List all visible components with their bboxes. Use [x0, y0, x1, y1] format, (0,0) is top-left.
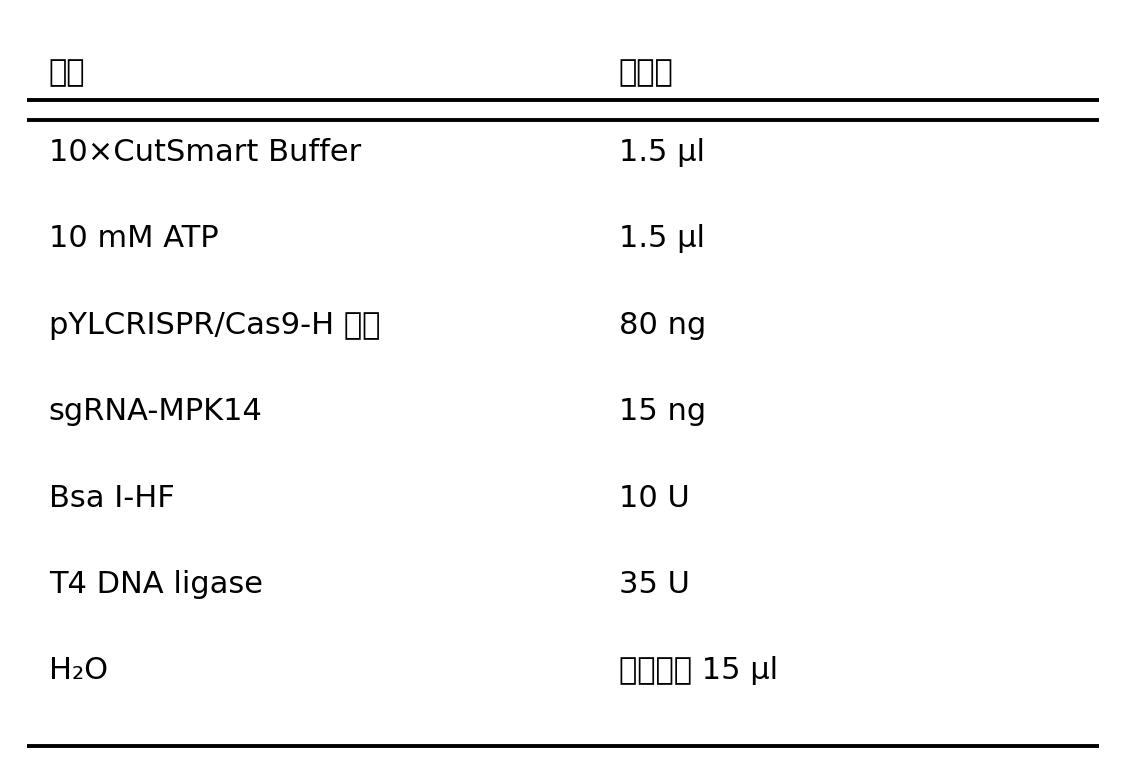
Text: 15 ng: 15 ng: [619, 397, 706, 426]
Text: 加入量: 加入量: [619, 58, 673, 87]
Text: sgRNA-MPK14: sgRNA-MPK14: [48, 397, 262, 426]
Text: Bsa I-HF: Bsa I-HF: [48, 484, 175, 512]
Text: 35 U: 35 U: [619, 570, 690, 599]
Text: H₂O: H₂O: [48, 656, 108, 686]
Text: 80 ng: 80 ng: [619, 311, 706, 340]
Text: 试剂: 试剂: [48, 58, 86, 87]
Text: pYLCRISPR/Cas9-H 质粒: pYLCRISPR/Cas9-H 质粒: [48, 311, 381, 340]
Text: 10 mM ATP: 10 mM ATP: [48, 224, 218, 254]
Text: 10×CutSmart Buffer: 10×CutSmart Buffer: [48, 138, 361, 167]
Text: 1.5 μl: 1.5 μl: [619, 138, 705, 167]
Text: T4 DNA ligase: T4 DNA ligase: [48, 570, 262, 599]
Text: 10 U: 10 U: [619, 484, 689, 512]
Text: 至总体积 15 μl: 至总体积 15 μl: [619, 656, 778, 686]
Text: 1.5 μl: 1.5 μl: [619, 224, 705, 254]
